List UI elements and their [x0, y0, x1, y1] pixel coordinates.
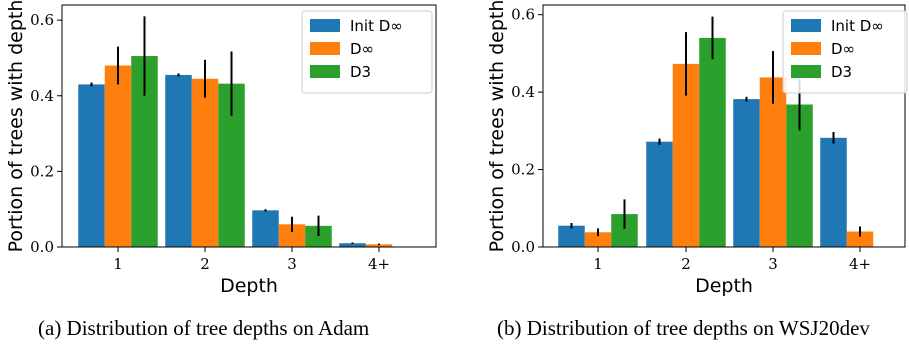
bar-2-s3-c2 [699, 37, 726, 247]
legend-label-2-2: D∞ [831, 40, 855, 58]
plot-frame-2 [542, 4, 906, 248]
x-tick-label-1-1: 2 [200, 255, 210, 273]
legend-label-1-2: D∞ [350, 40, 374, 58]
legend-label-2-3: D3 [831, 63, 852, 81]
legend-swatch-1-2 [310, 42, 340, 55]
legend-swatch-2-2 [791, 42, 821, 55]
bar-1-s1-c3 [252, 210, 279, 247]
legend-label-1-1: Init D∞ [350, 17, 403, 35]
bar-1-s1-c4 [339, 243, 366, 247]
caption-b: (b) Distribution of tree depths on WSJ20… [497, 316, 870, 340]
legend-swatch-2-3 [791, 65, 821, 78]
y-tick-label-1-0: 0.0 [30, 238, 54, 256]
bar-2-s1-c3 [733, 99, 760, 247]
x-tick-label-1-3: 4+ [368, 255, 390, 273]
y-tick-label-2-2: 0.4 [511, 83, 535, 101]
x-axis-label-2: Depth [695, 275, 753, 297]
chart-panel-2: 0.0 0.2 0.4 0.6 1 2 3 4+ Depth Portion of trees w… [486, 0, 908, 297]
x-tick-label-2-2: 3 [768, 255, 778, 273]
y-tick-label-1-3: 0.6 [30, 11, 54, 29]
bar-2-s2-c4 [846, 231, 874, 247]
y-tick-label-1-1: 0.2 [30, 162, 54, 180]
legend-swatch-1-1 [310, 19, 340, 32]
bar-1-s1-c2 [165, 74, 192, 247]
chart-panel-1: 0.0 0.2 0.4 0.6 1 2 3 4+ Depth Portion of trees w… [5, 0, 437, 297]
plot-frame-1 [61, 4, 437, 248]
bar-2-s1-c1 [558, 225, 585, 247]
y-tick-label-2-1: 0.2 [511, 161, 535, 179]
legend-swatch-1-3 [310, 65, 340, 78]
y-tick-label-1-2: 0.4 [30, 87, 54, 105]
bar-2-s1-c2 [646, 141, 673, 247]
caption-a: (a) Distribution of tree depths on Adam [38, 316, 370, 340]
legend-label-2-1: Init D∞ [831, 17, 884, 35]
x-tick-label-2-3: 4+ [849, 255, 871, 273]
y-tick-label-2-0: 0.0 [511, 238, 535, 256]
bar-1-s3-c3 [305, 225, 332, 247]
legend-label-1-3: D3 [350, 63, 371, 81]
bar-1-s1-c1 [78, 84, 105, 247]
bar-2-s2-c1 [584, 232, 612, 247]
bar-1-s2-c4 [365, 244, 393, 247]
x-tick-label-2-0: 1 [593, 255, 603, 273]
bar-1-s2-c1 [104, 65, 132, 247]
x-tick-label-1-2: 3 [287, 255, 297, 273]
legend-swatch-2-1 [791, 19, 821, 32]
x-tick-label-2-1: 2 [681, 255, 691, 273]
x-axis-label-1: Depth [220, 275, 278, 297]
y-tick-label-2-3: 0.6 [511, 6, 535, 24]
bar-2-s2-c3 [759, 77, 787, 247]
x-tick-label-1-0: 1 [113, 255, 123, 273]
y-axis-label-1: Portion of trees with depth [5, 0, 27, 252]
bar-1-s2-c3 [278, 224, 306, 247]
y-axis-label-2: Portion of trees with depth [486, 0, 508, 252]
bar-1-s2-c2 [191, 78, 219, 247]
bar-2-s1-c4 [820, 137, 847, 247]
